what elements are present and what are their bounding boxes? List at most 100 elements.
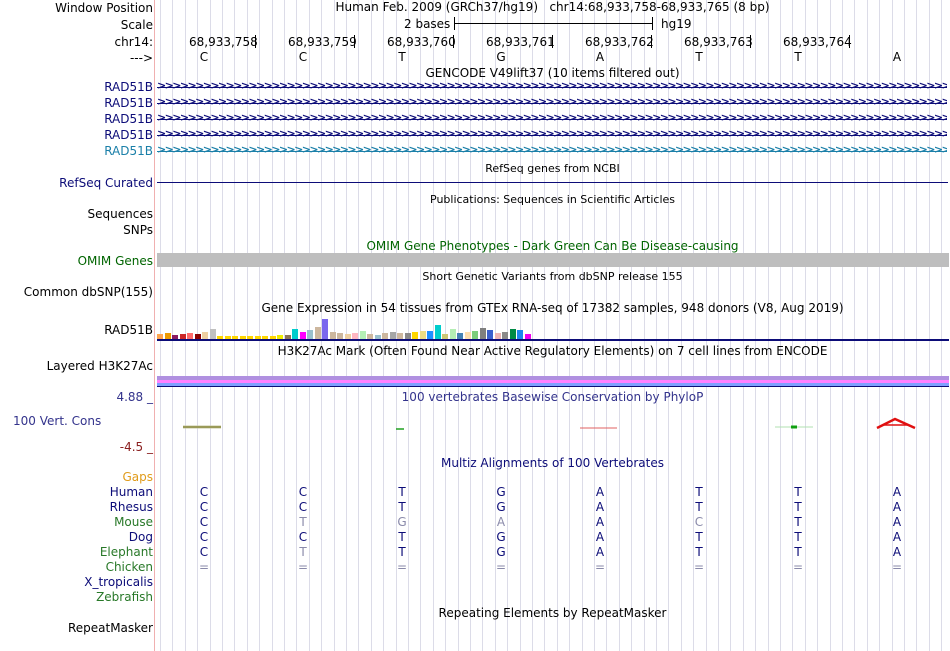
gtex-tissue-bar[interactable] [389,332,396,339]
species-label-mouse[interactable]: Mouse [114,515,153,529]
species-label-human[interactable]: Human [109,485,153,499]
gtex-tissue-bar[interactable] [217,336,223,339]
gtex-tissue-bar[interactable] [329,332,336,339]
gencode-transcript[interactable]: >>>>>>>>>>>>>>>>>>>>>>>>>>>>>>>>>>>>>>>>… [157,112,947,126]
gencode-transcript[interactable]: >>>>>>>>>>>>>>>>>>>>>>>>>>>>>>>>>>>>>>>>… [157,144,947,158]
gtex-tissue-bar[interactable] [404,333,411,339]
alignment-base: T [695,485,703,499]
gtex-tissue-bar[interactable] [374,335,381,339]
gtex-tissue-bar[interactable] [224,336,231,339]
h3k27ac-label[interactable]: Layered H3K27Ac [46,359,153,373]
gtex-tissue-bar[interactable] [464,332,471,339]
gtex-tissue-bar[interactable] [517,330,523,339]
gencode-transcript[interactable]: >>>>>>>>>>>>>>>>>>>>>>>>>>>>>>>>>>>>>>>>… [157,96,947,110]
gencode-strand-arrows: >>>>>>>>>>>>>>>>>>>>>>>>>>>>>>>>>>>>>>>>… [157,112,947,124]
gtex-tissue-bar[interactable] [179,334,186,339]
gtex-tissue-bar[interactable] [352,333,358,339]
gtex-tissue-bar[interactable] [194,334,201,339]
gtex-tissue-bar[interactable] [457,333,463,339]
gtex-tissue-bar[interactable] [487,330,493,339]
gtex-tissue-bar[interactable] [322,319,328,339]
gtex-tissue-bar[interactable] [382,333,388,339]
alignment-base: G [496,530,506,544]
refseq-label[interactable]: RefSeq Curated [59,176,153,190]
gtex-tissue-bar[interactable] [419,331,426,339]
alignment-base: G [397,515,407,529]
species-label-rhesus[interactable]: Rhesus [109,500,153,514]
repeatmasker-label[interactable]: RepeatMasker [67,621,153,635]
alignment-base: A [892,545,902,559]
cons-max-label: 4.88 _ [116,390,153,404]
gencode-transcript-label[interactable]: RAD51B [104,144,153,158]
gencode-transcript-label[interactable]: RAD51B [104,112,153,126]
gtex-tissue-bar[interactable] [359,331,366,339]
omim-phenotype-bar[interactable] [157,253,949,267]
species-label-dog[interactable]: Dog [128,530,153,544]
gencode-transcript-label[interactable]: RAD51B [104,80,153,94]
gtex-title: Gene Expression in 54 tissues from GTEx … [261,301,844,315]
gtex-tissue-bar[interactable] [299,332,306,339]
h3k27ac-layer-mid [157,380,949,383]
h3k27ac-layer-top [157,376,949,380]
window-position-value: Human Feb. 2009 (GRCh37/hg19) chr14:68,9… [335,0,770,14]
gtex-tissue-bar[interactable] [442,334,448,339]
gencode-transcript-label[interactable]: RAD51B [104,96,153,110]
gtex-tissue-bar[interactable] [337,333,343,339]
label-separator [154,0,155,651]
gtex-tissue-bar[interactable] [292,329,298,339]
cons-label[interactable]: 100 Vert. Cons [13,414,102,428]
gtex-tissue-bar[interactable] [449,329,456,339]
gtex-tissue-bar[interactable] [202,332,208,339]
gtex-tissue-bar[interactable] [172,335,178,339]
species-label-zebrafish[interactable]: Zebrafish [96,590,153,604]
omim-label[interactable]: OMIM Genes [77,254,153,268]
gtex-tissue-bar[interactable] [262,336,268,339]
gtex-tissue-bar[interactable] [524,334,531,339]
gtex-tissue-bar[interactable] [479,328,486,339]
gtex-tissue-bar[interactable] [502,332,508,339]
gtex-tissue-bar[interactable] [509,329,516,339]
gtex-tissue-bar[interactable] [277,335,283,339]
gtex-tissue-bar[interactable] [367,334,373,339]
gtex-tissue-bar[interactable] [254,336,261,339]
reference-base: A [892,50,902,64]
species-label-chicken[interactable]: Chicken [105,560,153,574]
alignment-base: A [595,515,605,529]
gtex-tissue-bar[interactable] [472,331,478,339]
gtex-tissue-bar[interactable] [232,336,238,339]
dbsnp-label[interactable]: Common dbSNP(155) [23,285,153,299]
gencode-transcript[interactable]: >>>>>>>>>>>>>>>>>>>>>>>>>>>>>>>>>>>>>>>>… [157,128,947,142]
gencode-transcript-label[interactable]: RAD51B [104,128,153,142]
gtex-tissue-bar[interactable] [412,332,418,339]
publications-sequences-label[interactable]: Sequences [87,207,153,221]
gtex-tissue-bar[interactable] [344,334,351,339]
gtex-label[interactable]: RAD51B [104,323,153,337]
gtex-tissue-bar[interactable] [209,329,216,339]
gtex-tissue-bar[interactable] [307,330,313,339]
species-label-elephant[interactable]: Elephant [99,545,153,559]
reference-base: A [595,50,605,64]
gencode-strand-arrows: >>>>>>>>>>>>>>>>>>>>>>>>>>>>>>>>>>>>>>>>… [157,128,947,140]
gtex-tissue-bar[interactable] [314,327,321,339]
gtex-tissue-bar[interactable] [164,333,171,339]
gencode-transcript[interactable]: >>>>>>>>>>>>>>>>>>>>>>>>>>>>>>>>>>>>>>>>… [157,80,947,94]
cons-phylop-plot[interactable] [155,410,950,440]
coordinate-label: 68,933,764 [783,35,852,49]
gtex-tissue-bar[interactable] [427,331,433,339]
gaps-label[interactable]: Gaps [122,470,153,484]
gtex-tissue-bar[interactable] [434,325,441,339]
publications-snps-label[interactable]: SNPs [123,223,153,237]
gtex-tissue-bar[interactable] [494,333,501,339]
gtex-tissue-bar[interactable] [187,333,193,339]
gtex-tissue-bar[interactable] [269,336,276,339]
gtex-tissue-bar[interactable] [157,334,163,339]
gtex-tissue-bar[interactable] [247,336,253,339]
gtex-tissue-bar[interactable] [397,333,403,339]
gencode-transcript-line [157,87,947,88]
gtex-tissue-bar[interactable] [239,336,246,339]
species-label-x_tropicalis[interactable]: X_tropicalis [84,575,153,589]
gtex-tissue-bar[interactable] [284,335,291,339]
refseq-gene-line[interactable] [157,182,948,183]
scale-bar-left-tick [454,17,455,30]
